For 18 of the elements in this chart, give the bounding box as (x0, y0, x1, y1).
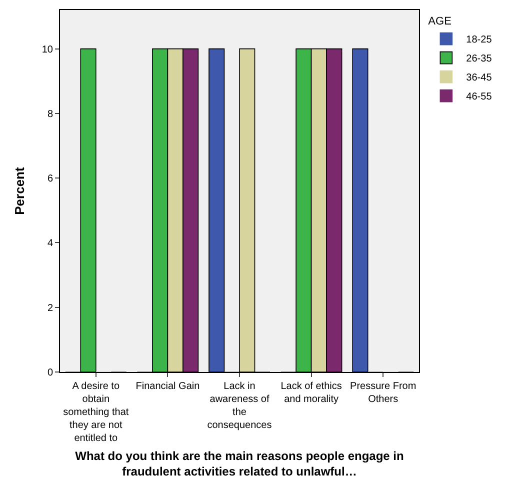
y-tick-label: 8 (47, 108, 54, 120)
legend-label: 26-35 (466, 54, 492, 65)
legend-label: 36-45 (466, 72, 492, 84)
legend-title: AGE (428, 15, 452, 28)
x-tick-label: Lack of ethics and morality (280, 381, 342, 405)
y-tick-label: 4 (47, 238, 54, 250)
x-tick-label: Lack in awareness of the consequences (207, 381, 272, 431)
legend-label: 18-25 (466, 34, 492, 46)
y-tick-label: 6 (47, 174, 54, 185)
x-tick-label: A desire to obtain something that they are not entitled to (63, 381, 129, 444)
x-axis-title: What do you think are the main reasons people engage in fraudulent activities related to unlawful… (75, 448, 404, 478)
y-axis-title: Percent (12, 166, 27, 215)
x-tick-label: Pressure From Others (350, 381, 416, 405)
x-tick-label: Financial Gain (136, 381, 200, 392)
legend-label: 46-55 (466, 92, 492, 103)
y-tick-label: 0 (47, 368, 54, 378)
y-tick-label: 2 (47, 302, 54, 314)
y-tick-label: 10 (42, 44, 54, 56)
